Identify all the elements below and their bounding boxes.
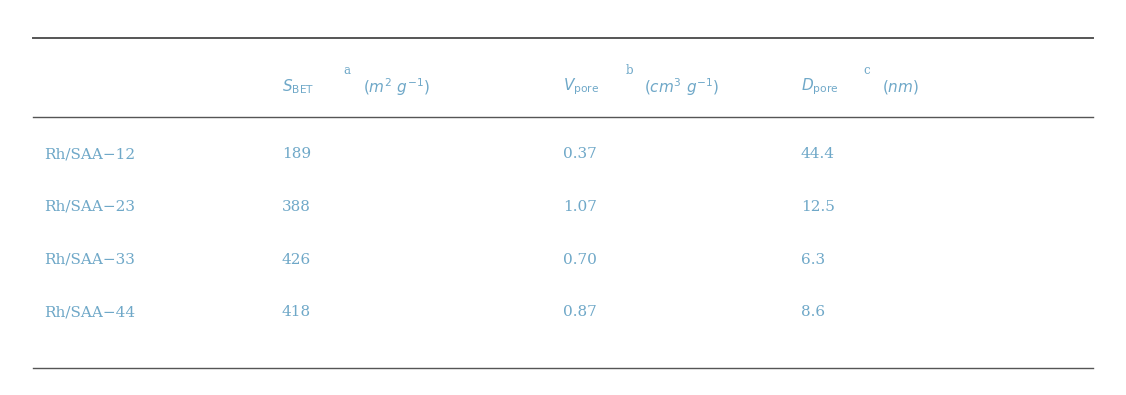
Text: 0.37: 0.37	[563, 147, 597, 162]
Text: a: a	[343, 64, 350, 77]
Text: 418: 418	[282, 305, 311, 319]
Text: $S_{\mathrm{BET}}$: $S_{\mathrm{BET}}$	[282, 77, 314, 96]
Text: $(nm)$: $(nm)$	[882, 78, 919, 96]
Text: 12.5: 12.5	[801, 200, 834, 214]
Text: 0.87: 0.87	[563, 305, 597, 319]
Text: $D_{\mathrm{pore}}$: $D_{\mathrm{pore}}$	[801, 77, 838, 97]
Text: 6.3: 6.3	[801, 252, 825, 267]
Text: 189: 189	[282, 147, 311, 162]
Text: Rh/SAA−33: Rh/SAA−33	[44, 252, 135, 267]
Text: c: c	[864, 64, 870, 77]
Text: 8.6: 8.6	[801, 305, 825, 319]
Text: 1.07: 1.07	[563, 200, 597, 214]
Text: Rh/SAA−44: Rh/SAA−44	[44, 305, 135, 319]
Text: 426: 426	[282, 252, 311, 267]
Text: $(cm^3\ g^{-1})$: $(cm^3\ g^{-1})$	[644, 76, 720, 98]
Text: $(m^2\ g^{-1})$: $(m^2\ g^{-1})$	[363, 76, 430, 98]
Text: $V_{\mathrm{pore}}$: $V_{\mathrm{pore}}$	[563, 77, 599, 97]
Text: Rh/SAA−12: Rh/SAA−12	[44, 147, 135, 162]
Text: 0.70: 0.70	[563, 252, 597, 267]
Text: 44.4: 44.4	[801, 147, 834, 162]
Text: 388: 388	[282, 200, 311, 214]
Text: b: b	[626, 64, 633, 77]
Text: Rh/SAA−23: Rh/SAA−23	[44, 200, 135, 214]
